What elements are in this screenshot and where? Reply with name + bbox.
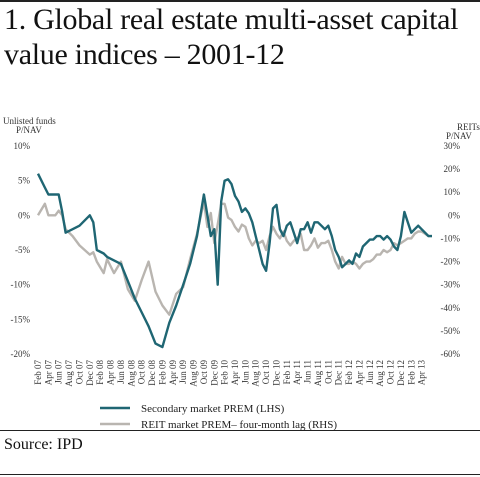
- x-tick-label: Feb 08: [95, 360, 105, 385]
- x-tick-label: Apr 09: [168, 360, 178, 386]
- x-tick-label: Apr 12: [354, 360, 364, 385]
- bottom-rule: [0, 474, 480, 475]
- x-tick-label: Aug 08: [126, 360, 136, 387]
- x-tick-label: Jun 12: [365, 360, 375, 384]
- x-tick-label: Dec 08: [147, 360, 157, 386]
- source-note: Source: IPD: [4, 436, 83, 453]
- x-tick-label: Dec 09: [209, 360, 219, 386]
- x-tick-label: Apr 07: [43, 360, 53, 386]
- x-tick-label: Apr 08: [106, 360, 116, 386]
- x-tick-label: Aug 07: [64, 360, 74, 387]
- right-tick-label: -40%: [441, 303, 461, 313]
- right-tick-label: -10%: [441, 233, 461, 243]
- right-axis-title: P/NAV: [446, 131, 472, 141]
- x-tick-label: Aug 11: [313, 360, 323, 386]
- x-tick-label: Feb 11: [282, 360, 292, 384]
- x-tick-label: Aug 09: [189, 360, 199, 387]
- x-tick-label: Oct 12: [386, 360, 396, 384]
- x-tick-label: Dec 12: [396, 360, 406, 386]
- x-tick-label: Dec 11: [334, 360, 344, 385]
- chart-title: 1. Global real estate multi-asset capita…: [4, 3, 459, 71]
- x-tick-label: Feb 09: [157, 360, 167, 385]
- right-tick-label: -20%: [441, 257, 461, 267]
- x-tick-label: Oct 10: [261, 360, 271, 385]
- x-tick-label: Feb 13: [406, 360, 416, 385]
- right-tick-label: -60%: [441, 349, 461, 359]
- reit-market-line: [36, 200, 432, 316]
- right-tick-label: -50%: [441, 326, 461, 336]
- x-tick-label: Oct 08: [137, 360, 147, 385]
- legend-label-reit: REIT market PREM– four-month lag (RHS): [141, 419, 337, 430]
- x-tick-label: Apr 13: [417, 360, 427, 386]
- x-tick-label: Jun 09: [178, 360, 188, 384]
- right-tick-label: 10%: [444, 187, 461, 197]
- x-tick-label: Apr 11: [292, 360, 302, 385]
- x-tick-label: Apr 10: [230, 360, 240, 386]
- x-tick-label: Aug 12: [375, 360, 385, 387]
- x-tick-label: Jun 10: [240, 360, 250, 384]
- x-tick-label: Dec 07: [85, 360, 95, 386]
- x-tick-label: Oct 11: [323, 360, 333, 384]
- left-tick-label: 0%: [18, 210, 31, 220]
- right-tick-label: -30%: [441, 280, 461, 290]
- left-axis-title: Unlisted funds: [3, 116, 56, 126]
- left-tick-label: -15%: [11, 314, 31, 324]
- x-tick-label: Oct 07: [74, 360, 84, 385]
- x-tick-label: Aug 10: [251, 360, 261, 387]
- x-tick-label: Jun 11: [303, 360, 313, 383]
- x-tick-label: Dec 10: [271, 360, 281, 386]
- separator-rule: [0, 430, 480, 431]
- legend-label-secondary: Secondary market PREM (LHS): [141, 403, 285, 415]
- left-axis-title: P/NAV: [16, 125, 42, 135]
- left-tick-label: 5%: [18, 176, 31, 186]
- x-tick-label: Feb 07: [33, 360, 43, 385]
- right-tick-label: 0%: [448, 210, 461, 220]
- x-tick-label: Feb 10: [220, 360, 230, 385]
- left-tick-label: -10%: [11, 280, 31, 290]
- top-rule: [0, 0, 480, 2]
- left-tick-label: -20%: [11, 349, 31, 359]
- x-tick-label: Oct 09: [199, 360, 209, 385]
- secondary-market-line: [36, 173, 432, 349]
- right-axis-title: REITs: [457, 122, 480, 132]
- x-tick-label: Jun 08: [116, 360, 126, 384]
- left-tick-label: -5%: [15, 245, 30, 255]
- x-tick-label: Jun 07: [54, 360, 64, 384]
- right-tick-label: 20%: [444, 164, 461, 174]
- left-tick-label: 10%: [14, 141, 31, 151]
- x-tick-label: Feb 12: [344, 360, 354, 385]
- right-tick-label: 30%: [444, 141, 461, 151]
